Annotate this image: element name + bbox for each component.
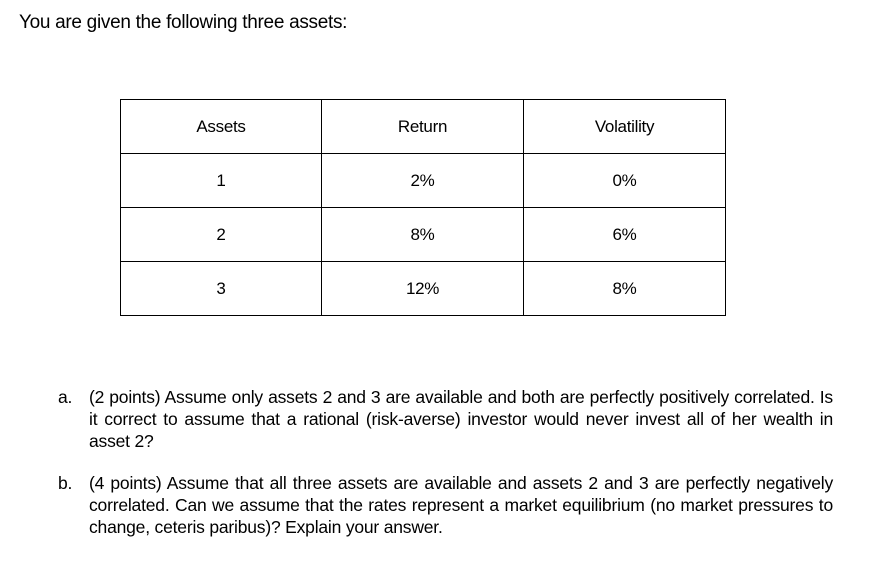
header-return: Return — [321, 99, 524, 154]
question-text: (2 points) Assume only assets 2 and 3 ar… — [89, 387, 833, 451]
asset-id-cell: 2 — [120, 207, 322, 262]
return-cell: 12% — [321, 261, 524, 316]
volatility-cell: 6% — [523, 207, 726, 262]
header-volatility: Volatility — [523, 99, 726, 154]
table-header-row: Assets Return Volatility — [120, 99, 726, 154]
assets-table: Assets Return Volatility 1 2% 0% 2 8% 6%… — [120, 99, 726, 316]
asset-id-cell: 1 — [120, 153, 322, 208]
question-marker: a. — [58, 387, 73, 407]
return-cell: 8% — [321, 207, 524, 262]
table-row: 1 2% 0% — [120, 153, 726, 208]
question-b: b. (4 points) Assume that all three asse… — [58, 472, 833, 538]
question-list: a. (2 points) Assume only assets 2 and 3… — [58, 386, 833, 538]
intro-text: You are given the following three assets… — [19, 12, 348, 33]
table-row: 3 12% 8% — [120, 261, 726, 316]
question-marker: b. — [58, 473, 73, 493]
header-assets: Assets — [120, 99, 322, 154]
question-a: a. (2 points) Assume only assets 2 and 3… — [58, 386, 833, 452]
return-cell: 2% — [321, 153, 524, 208]
question-text: (4 points) Assume that all three assets … — [89, 473, 833, 537]
volatility-cell: 8% — [523, 261, 726, 316]
volatility-cell: 0% — [523, 153, 726, 208]
table-row: 2 8% 6% — [120, 207, 726, 262]
asset-id-cell: 3 — [120, 261, 322, 316]
